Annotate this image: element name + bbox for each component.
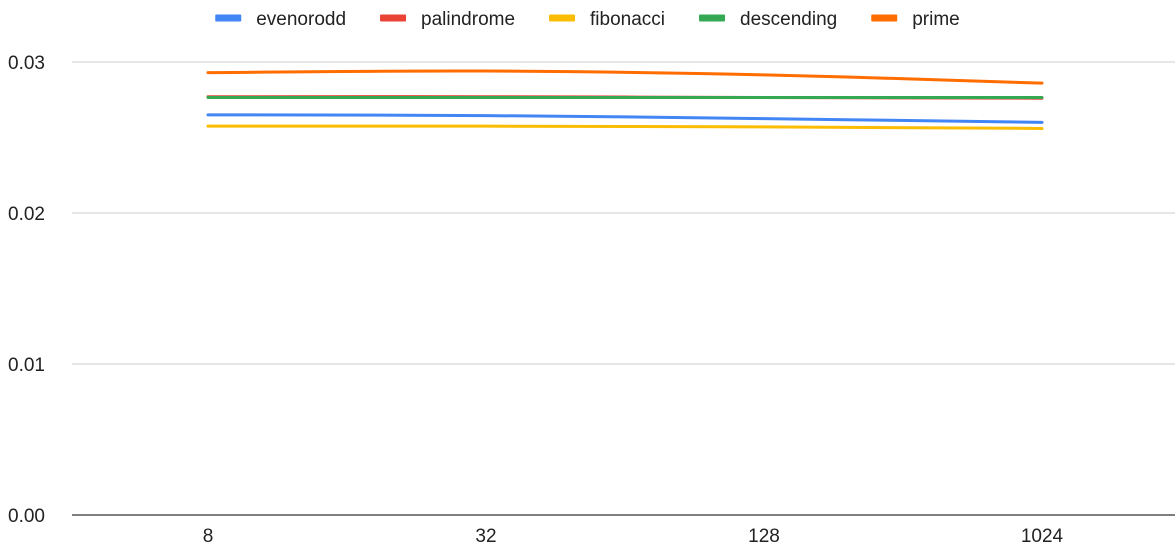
series-line-prime (206, 69, 1044, 85)
legend-swatch (215, 14, 242, 22)
x-tick-label: 8 (203, 526, 214, 547)
y-axis-ticks: 0.00 0.01 0.02 0.03 (8, 53, 45, 527)
y-tick-label: 0.00 (8, 506, 45, 527)
legend-label: fibonacci (590, 9, 665, 30)
x-tick-label: 1024 (1021, 526, 1064, 547)
legend-item-prime: prime (871, 9, 960, 30)
y-tick-label: 0.01 (8, 355, 45, 376)
legend-swatch (380, 14, 407, 22)
series-line-evenorodd (206, 113, 1044, 124)
legend-swatch (699, 14, 726, 22)
legend-item-fibonacci: fibonacci (549, 9, 665, 30)
legend-swatch (549, 14, 576, 22)
grid-layer (72, 61, 1175, 516)
x-tick-label: 32 (475, 526, 496, 547)
legend-swatch (871, 14, 898, 22)
series-line-fibonacci (206, 124, 1044, 130)
legend-item-descending: descending (699, 9, 837, 30)
x-tick-label: 128 (748, 526, 780, 547)
legend-item-evenorodd: evenorodd (215, 9, 346, 30)
y-tick-label: 0.02 (8, 204, 45, 225)
legend-label: descending (740, 9, 837, 30)
legend: evenorodd palindrome fibonacci descending pr… (215, 9, 960, 30)
legend-label: palindrome (421, 9, 515, 30)
x-axis-ticks: 8 32 128 1024 (203, 526, 1064, 547)
legend-label: evenorodd (256, 9, 346, 30)
series-layer (206, 69, 1044, 130)
y-tick-label: 0.03 (8, 53, 45, 74)
legend-label: prime (912, 9, 960, 30)
legend-item-palindrome: palindrome (380, 9, 515, 30)
